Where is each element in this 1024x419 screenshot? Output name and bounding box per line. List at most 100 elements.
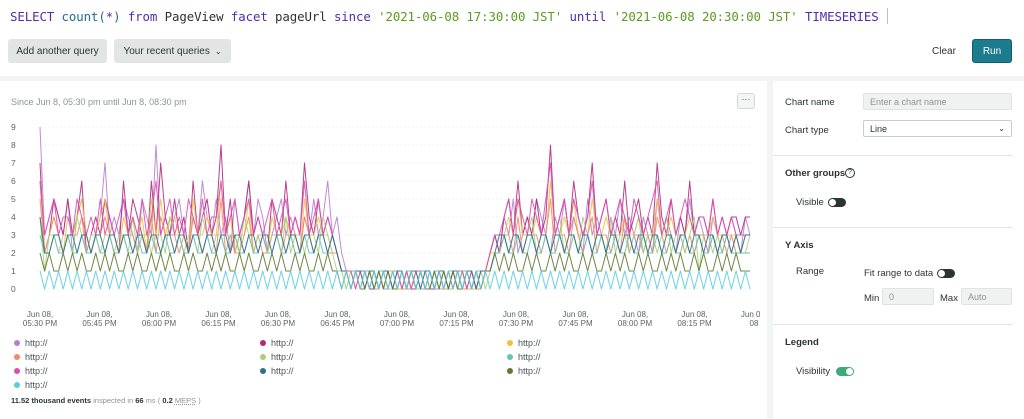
x-tick-label: Jun 08, [562, 310, 588, 319]
legend-item[interactable]: http:// [14, 366, 48, 376]
visible-label: Visible [796, 197, 824, 208]
chart-settings-panel: Chart name Enter a chart name Chart type… [773, 81, 1024, 419]
legend-item[interactable]: http:// [260, 338, 294, 348]
meps-value: 0.2 [160, 396, 175, 405]
query-token: '2021-06-08 17:30:00 JST' [378, 9, 570, 24]
x-tick-label: Jun 08, [324, 310, 350, 319]
legend-color-dot [14, 368, 20, 374]
x-tick-label: 06:15 PM [201, 319, 236, 328]
more-options-button[interactable]: ··· [737, 93, 755, 109]
query-token: count( [61, 9, 106, 24]
legend-item[interactable]: http:// [14, 380, 48, 390]
legend-color-dot [507, 340, 513, 346]
x-tick-label: Jun 08, [681, 310, 707, 319]
y-tick-label: 0 [11, 284, 16, 294]
query-token: SELECT [10, 9, 62, 24]
x-tick-label: Jun 08, [503, 310, 529, 319]
x-tick-label: 07:00 PM [380, 319, 415, 328]
y-max-placeholder: Auto [968, 291, 987, 302]
divider [773, 324, 1013, 325]
text-cursor [886, 8, 888, 24]
x-tick-label: Jun 08, [205, 310, 231, 319]
x-tick-label: Jun 08, [27, 310, 53, 319]
series-line-8 [39, 252, 750, 290]
y-min-input[interactable]: 0 [882, 288, 934, 305]
divider [773, 155, 1013, 156]
legend-label: http:// [25, 338, 48, 348]
legend-label: http:// [518, 338, 541, 348]
legend-label: http:// [271, 366, 294, 376]
run-button[interactable]: Run [972, 39, 1012, 63]
query-token: from [127, 9, 165, 24]
x-tick-label: 07:45 PM [558, 319, 593, 328]
chart-name-placeholder: Enter a chart name [870, 96, 947, 107]
x-tick-label: 06:00 PM [142, 319, 177, 328]
query-token: pageUrl [275, 9, 334, 24]
x-tick-label: Jun 08, [86, 310, 112, 319]
legend-item[interactable]: http:// [260, 366, 294, 376]
y-tick-label: 2 [11, 248, 16, 258]
chevron-down-icon: ⌄ [214, 46, 222, 56]
stats-end: ) [196, 396, 201, 405]
legend-color-dot [260, 340, 266, 346]
toggle-knob [829, 199, 836, 206]
legend-item[interactable]: http:// [14, 338, 48, 348]
visible-toggle[interactable] [828, 198, 846, 207]
chart-type-select[interactable]: Line ⌄ [863, 120, 1012, 137]
query-token: facet [230, 9, 276, 24]
help-icon[interactable]: ? [845, 168, 855, 178]
x-tick-label: Jun 08, [265, 310, 291, 319]
x-tick-label: Jun 08, [146, 310, 172, 319]
y-min-placeholder: 0 [889, 291, 895, 302]
events-count: 11.52 thousand events [11, 396, 92, 405]
nrql-query-text[interactable]: SELECT count(*) from PageView facet page… [10, 8, 888, 24]
y-tick-label: 6 [11, 176, 16, 186]
legend-item[interactable]: http:// [507, 352, 541, 362]
clear-button[interactable]: Clear [922, 39, 966, 63]
legend-color-dot [260, 368, 266, 374]
x-tick-label: 07:30 PM [499, 319, 534, 328]
series-line-0 [39, 126, 751, 290]
max-label: Max [940, 293, 958, 304]
legend-label: http:// [25, 380, 48, 390]
y-tick-label: 5 [11, 194, 16, 204]
series-line-3 [39, 198, 750, 290]
legend-item[interactable]: http:// [14, 352, 48, 362]
y-tick-label: 1 [11, 266, 16, 276]
legend-item[interactable]: http:// [260, 352, 294, 362]
legend-color-dot [14, 382, 20, 388]
legend-item[interactable]: http:// [507, 338, 541, 348]
x-tick-label: 06:45 PM [320, 319, 355, 328]
x-tick-label: 07:15 PM [439, 319, 474, 328]
y-tick-label: 7 [11, 158, 16, 168]
chart-time-range: Since Jun 8, 05:30 pm until Jun 8, 08:30… [11, 97, 187, 107]
legend-label: http:// [271, 338, 294, 348]
other-groups-heading: Other groups [785, 168, 846, 179]
x-tick-label: Jun 08, [741, 310, 760, 319]
y-max-input[interactable]: Auto [961, 288, 1012, 305]
legend-visibility-label: Visibility [796, 366, 831, 377]
y-tick-label: 9 [11, 122, 16, 132]
legend-visibility-toggle[interactable] [836, 367, 854, 376]
chart-panel: Since Jun 8, 05:30 pm until Jun 8, 08:30… [0, 81, 767, 419]
chart-name-input[interactable]: Enter a chart name [863, 93, 1012, 110]
x-tick-label: 08:15 PM [677, 319, 712, 328]
fit-range-label: Fit range to data [864, 268, 934, 279]
y-tick-label: 3 [11, 230, 16, 240]
fit-range-toggle[interactable] [937, 269, 955, 278]
legend-label: http:// [25, 366, 48, 376]
add-another-query-button[interactable]: Add another query [8, 39, 107, 63]
recent-queries-dropdown[interactable]: Your recent queries ⌄ [114, 39, 231, 63]
query-token: until [569, 9, 614, 24]
toggle-knob [846, 368, 853, 375]
x-tick-label: 05:45 PM [82, 319, 117, 328]
query-token: * [105, 9, 114, 24]
series-line-9 [39, 270, 751, 290]
legend-label: http:// [25, 352, 48, 362]
legend-label: http:// [518, 366, 541, 376]
y-tick-label: 4 [11, 212, 16, 222]
query-token: '2021-06-08 20:30:00 JST' [613, 9, 805, 24]
legend-item[interactable]: http:// [507, 366, 541, 376]
query-editor[interactable]: SELECT count(*) from PageView facet page… [0, 0, 1024, 34]
